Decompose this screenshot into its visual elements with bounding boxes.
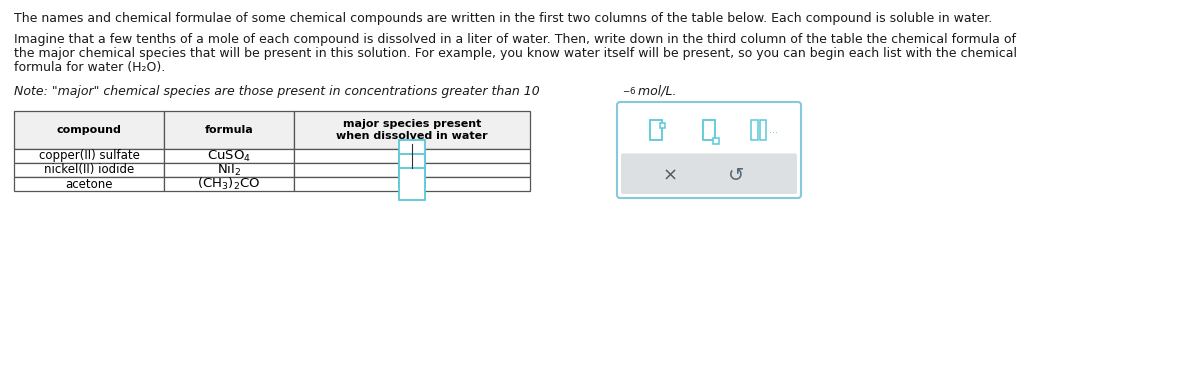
Text: compound: compound [56, 125, 121, 135]
Text: NiI$_2$: NiI$_2$ [217, 162, 241, 178]
Text: (CH$_3$)$_2$CO: (CH$_3$)$_2$CO [197, 176, 260, 192]
Text: ...: ... [769, 125, 779, 135]
Text: The names and chemical formulae of some chemical compounds are written in the fi: The names and chemical formulae of some … [14, 12, 992, 25]
Bar [294, 163, 530, 177]
Text: formula: formula [205, 125, 253, 135]
Text: formula for water (H₂O).: formula for water (H₂O). [14, 61, 166, 74]
FancyBboxPatch shape [617, 102, 802, 198]
Text: acetone: acetone [65, 178, 113, 190]
Bar [398, 140, 425, 172]
Bar [294, 149, 530, 163]
Bar [649, 120, 661, 140]
Bar [398, 154, 425, 186]
Text: nickel(II) iodide: nickel(II) iodide [44, 163, 134, 176]
Bar [294, 177, 530, 191]
Bar [164, 163, 294, 177]
Bar [703, 120, 715, 140]
Bar [164, 111, 294, 149]
Text: the major chemical species that will be present in this solution. For example, y: the major chemical species that will be … [14, 47, 1018, 60]
Bar [760, 120, 767, 140]
Bar [14, 149, 164, 163]
Bar [14, 111, 164, 149]
Text: ×: × [662, 166, 678, 184]
Bar [751, 120, 758, 140]
Text: mol/L.: mol/L. [634, 85, 677, 98]
Text: ↺: ↺ [727, 166, 744, 185]
Text: major species present
when dissolved in water: major species present when dissolved in … [336, 118, 488, 142]
Bar [164, 177, 294, 191]
Bar [713, 138, 719, 144]
Bar [398, 168, 425, 200]
Text: CuSO$_4$: CuSO$_4$ [208, 149, 251, 163]
Bar [294, 111, 530, 149]
Bar [14, 177, 164, 191]
Text: Note: "major" chemical species are those present in concentrations greater than : Note: "major" chemical species are those… [14, 85, 540, 98]
Text: copper(II) sulfate: copper(II) sulfate [38, 149, 139, 163]
Bar [164, 149, 294, 163]
Bar [660, 123, 666, 128]
FancyBboxPatch shape [622, 153, 797, 194]
Text: $^{-6}$: $^{-6}$ [622, 87, 636, 100]
Text: Imagine that a few tenths of a mole of each compound is dissolved in a liter of : Imagine that a few tenths of a mole of e… [14, 33, 1016, 46]
Bar [14, 163, 164, 177]
